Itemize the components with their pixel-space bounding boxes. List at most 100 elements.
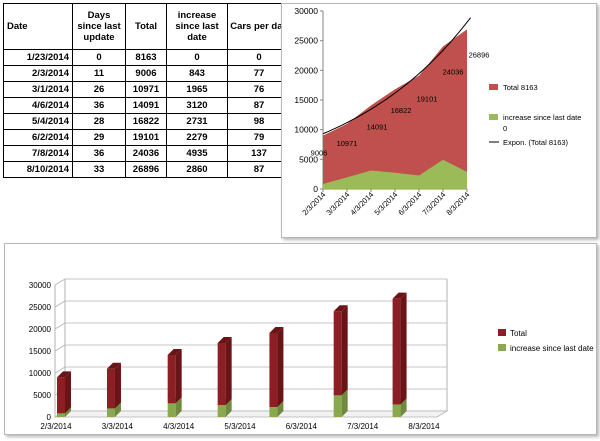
- x-tick-label: 5/3/2014: [224, 422, 256, 431]
- column-total-side: [114, 362, 121, 409]
- legend-swatch-increase: [498, 344, 506, 351]
- column-total-front: [392, 298, 401, 405]
- cell-total: 16822: [125, 113, 167, 130]
- column-total-side: [341, 305, 348, 396]
- gridline-side: [54, 344, 66, 352]
- x-tick-label: 3/3/2014: [102, 422, 134, 431]
- cell-increase: 843: [166, 65, 228, 82]
- x-tick-label: 7/3/2014: [347, 422, 379, 431]
- cell-increase: 1965: [166, 81, 228, 98]
- cell-increase: 2731: [166, 113, 228, 130]
- column-total-front: [333, 311, 342, 396]
- column-total-top: [392, 292, 407, 299]
- data-label: 16822: [391, 106, 412, 115]
- header-cars-per-day: Cars per day: [227, 3, 291, 50]
- cell-total: 10971: [125, 81, 167, 98]
- cell-days-since-update: 29: [72, 129, 126, 146]
- column-increase-front: [217, 404, 226, 417]
- x-tick-label: 6/3/2014: [396, 190, 423, 217]
- column-increase-front: [57, 413, 65, 417]
- table-row: 3/1/2014 26 10971 1965 76: [3, 81, 291, 98]
- legend-label-total: Total 8163: [503, 83, 538, 92]
- data-label: 24036: [443, 67, 464, 76]
- column-increase-side: [341, 389, 348, 417]
- cell-total: 14091: [125, 97, 167, 114]
- cell-date: 4/6/2014: [3, 97, 73, 114]
- cell-date: 3/1/2014: [3, 81, 73, 98]
- cell-date: 2/3/2014: [3, 65, 73, 82]
- data-label: 26896: [469, 50, 490, 59]
- table-row: 6/2/2014 29 19101 2279 79: [3, 129, 291, 146]
- table-row: 1/23/2014 0 8163 0 0: [3, 49, 291, 66]
- table-row: 5/4/2014 28 16822 2731 98: [3, 113, 291, 130]
- column-total-top: [269, 326, 284, 333]
- column-chart-panel: 0 5000 10000 15000 20000 25000 30000 2/3/2014 3/…: [4, 243, 597, 435]
- column-total-top: [333, 305, 348, 312]
- data-label: 19101: [417, 95, 438, 104]
- y-tick-label: 30000: [29, 281, 52, 290]
- table-header-row: Date Days since last update Total increase …: [3, 3, 291, 50]
- data-label: 10971: [337, 139, 358, 148]
- column-increase-front: [269, 406, 278, 417]
- column-total-front: [57, 377, 65, 414]
- legend-label-trendline: Expon. (Total 8163): [503, 138, 569, 147]
- x-tick-label: 6/3/2014: [286, 422, 318, 431]
- column-total-top: [106, 362, 121, 369]
- header-date: Date: [3, 3, 73, 50]
- column-total-front: [106, 368, 115, 409]
- y-tick-label: 15000: [29, 347, 52, 356]
- x-tick-label: 5/3/2014: [372, 190, 399, 217]
- table-row: 4/6/2014 36 14091 3120 87: [3, 97, 291, 114]
- column-increase-side: [175, 397, 182, 417]
- area-total: [323, 29, 467, 189]
- y-tick-label: 10000: [29, 369, 52, 378]
- legend-label-increase: increase since last date: [503, 113, 581, 122]
- x-tick-label: 2/3/2014: [300, 190, 327, 217]
- column-total-side: [175, 348, 182, 404]
- column-total-front: [167, 354, 176, 404]
- column-chart: 0 5000 10000 15000 20000 25000 30000 2/3/2014 3/…: [29, 278, 594, 431]
- column-total-side: [225, 336, 232, 405]
- x-tick-label: 4/3/2014: [163, 422, 195, 431]
- column-increase-side: [277, 400, 284, 417]
- data-label: 14091: [367, 122, 388, 131]
- column-increase-front: [167, 403, 176, 417]
- cell-total: 24036: [125, 145, 167, 162]
- header-increase: increase since last date: [166, 3, 228, 50]
- area-increase: [323, 159, 467, 189]
- column-total-side: [277, 326, 284, 407]
- column-increase-side: [225, 398, 232, 417]
- cell-days-since-update: 28: [72, 113, 126, 130]
- column-total-side: [400, 292, 407, 405]
- column-increase-side: [114, 402, 121, 417]
- column-increase-front: [333, 395, 342, 417]
- y-tick-label: 10000: [294, 125, 318, 135]
- x-tick-label: 3/3/2014: [324, 190, 351, 217]
- y-tick-label: 0: [313, 184, 318, 194]
- column-total-top: [217, 336, 232, 343]
- cell-total: 19101: [125, 129, 167, 146]
- area-chart-panel: 0 5000 10000 15000 20000 25000 30000 9006 10971 1…: [281, 3, 597, 238]
- cell-date: 5/4/2014: [3, 113, 73, 130]
- legend-swatch-increase: [489, 114, 498, 120]
- cell-total: 26896: [125, 161, 167, 178]
- data-table: Date Days since last update Total increase …: [3, 3, 291, 178]
- legend-swatch-total: [489, 84, 498, 90]
- x-tick-label: 7/3/2014: [420, 190, 447, 217]
- cell-days-since-update: 36: [72, 97, 126, 114]
- gridline-side: [54, 300, 66, 308]
- cell-date: 1/23/2014: [3, 49, 73, 66]
- table-row: 7/8/2014 36 24036 4935 137: [3, 145, 291, 162]
- cell-date: 7/8/2014: [3, 145, 73, 162]
- cell-increase: 2860: [166, 161, 228, 178]
- cell-increase: 2279: [166, 129, 228, 146]
- gridline-side: [54, 322, 66, 330]
- table-row: 8/10/2014 33 26896 2860 87: [3, 161, 291, 178]
- cell-days-since-update: 26: [72, 81, 126, 98]
- cell-days-since-update: 11: [72, 65, 126, 82]
- data-label: 9006: [311, 149, 328, 158]
- y-tick-label: 5000: [299, 154, 318, 164]
- area-chart: 0 5000 10000 15000 20000 25000 30000 9006 10971 1…: [294, 6, 581, 217]
- gridline-side: [54, 366, 66, 374]
- cell-date: 8/10/2014: [3, 161, 73, 178]
